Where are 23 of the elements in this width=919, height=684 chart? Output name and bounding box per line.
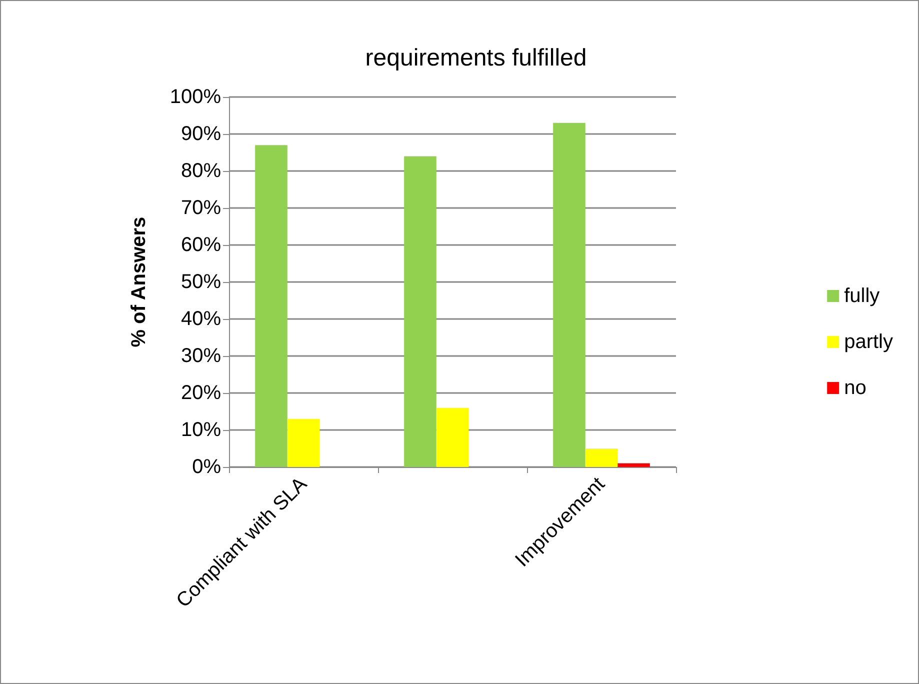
y-tick-label: 60% [180,234,222,256]
chart-title: requirements fulfilled [365,44,587,72]
y-tick-label: 30% [180,345,222,367]
bar [436,408,469,467]
y-tick-label: 10% [180,419,222,441]
legend-label: fully [844,285,880,307]
y-tick-label: 90% [180,123,222,145]
legend-label: partly [844,331,893,353]
bar [287,418,320,467]
bar [585,448,618,467]
legend-label: no [844,377,866,399]
y-tick-label: 50% [180,271,222,293]
bar [255,145,288,467]
y-tick-label: 0% [192,456,222,478]
y-tick-label: 40% [180,308,222,330]
y-axis-title: % of Answers [128,216,150,348]
bar [404,156,436,467]
y-tick-label: 80% [180,160,222,182]
y-tick-label: 70% [180,197,222,219]
bar [553,122,586,467]
y-tick-label: 100% [170,86,222,108]
bar [618,463,650,467]
y-tick-label: 20% [180,382,222,404]
